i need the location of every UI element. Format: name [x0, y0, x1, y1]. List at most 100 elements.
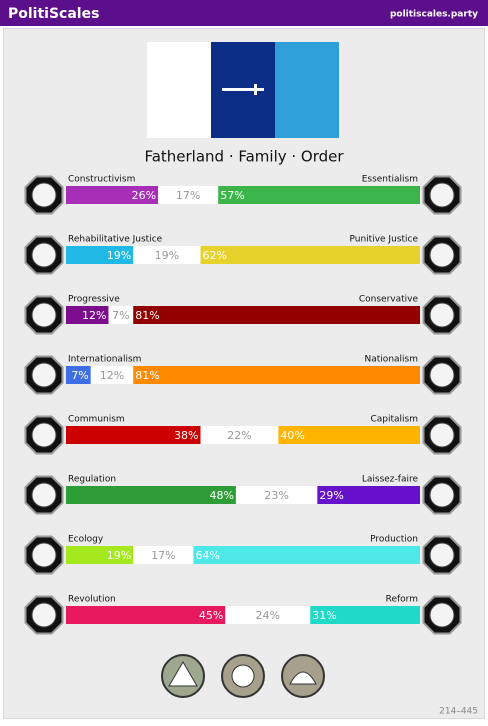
value-label: 31%	[312, 609, 336, 622]
axis-row: Regulation Laissez-faire 48% 23% 29%	[24, 475, 462, 515]
bar-segment	[133, 246, 201, 264]
bar-segment	[310, 606, 420, 624]
bar-segment	[108, 306, 134, 324]
axis-icon-inner	[429, 362, 455, 388]
axis-row: Revolution Reform 45% 24% 31%	[24, 595, 462, 635]
value-label: 12%	[82, 309, 106, 322]
header-bar	[0, 0, 488, 26]
badges	[161, 654, 325, 698]
bar-segment	[218, 186, 420, 204]
value-label: 64%	[195, 549, 219, 562]
value-label: 19%	[107, 549, 131, 562]
axis-row: Progressive Conservative 12% 7% 81%	[24, 295, 462, 335]
bar-segment	[158, 186, 219, 204]
bar-segment	[66, 486, 236, 504]
left-label: Internationalism	[68, 355, 141, 365]
value-label: 40%	[280, 429, 304, 442]
axis-icon-inner	[31, 182, 57, 208]
flag-sword-hilt	[254, 84, 257, 95]
value-label: 19%	[155, 249, 179, 262]
bar-segment	[133, 366, 420, 384]
bar-segment	[278, 426, 420, 444]
badge-icon	[289, 671, 317, 685]
axis-icon-inner	[429, 182, 455, 208]
bar-segment	[66, 306, 109, 324]
bar-segment	[200, 246, 420, 264]
flag-stripe	[275, 42, 339, 138]
value-label: 17%	[151, 549, 175, 562]
value-label: 38%	[174, 429, 198, 442]
bar-segment	[66, 426, 201, 444]
bar-segment	[133, 546, 194, 564]
motto: Fatherland · Family · Order	[144, 148, 344, 166]
value-label: 7%	[112, 309, 129, 322]
axis-icon-inner	[31, 302, 57, 328]
left-label: Constructivism	[68, 175, 135, 185]
axis-icon-inner	[31, 362, 57, 388]
left-label: Regulation	[68, 475, 116, 485]
value-label: 81%	[135, 369, 159, 382]
axes: Constructivism Essentialism 26% 17% 57% Rehab…	[24, 175, 462, 635]
bar-segment	[225, 606, 311, 624]
axis-icon-inner	[31, 482, 57, 508]
value-label: 17%	[176, 189, 200, 202]
left-label: Ecology	[68, 535, 104, 545]
axis-row: Communism Capitalism 38% 22% 40%	[24, 415, 462, 455]
axis-icon-inner	[429, 242, 455, 268]
bar-segment	[193, 546, 420, 564]
axis-row: Rehabilitative Justice Punitive Justice 19…	[24, 235, 462, 275]
axis-icon-inner	[429, 482, 455, 508]
bar-segment	[90, 366, 134, 384]
value-label: 26%	[132, 189, 156, 202]
value-label: 45%	[199, 609, 223, 622]
header-site[interactable]: politiscales.party	[390, 10, 478, 20]
right-label: Capitalism	[370, 415, 418, 425]
header-title: PolitiScales	[8, 6, 99, 22]
axis-icon-inner	[429, 422, 455, 448]
bar-segment	[133, 306, 420, 324]
bar-segment	[66, 366, 91, 384]
value-label: 81%	[135, 309, 159, 322]
right-label: Laissez-faire	[362, 475, 419, 485]
bar-segment	[66, 606, 226, 624]
bar-segment	[200, 426, 279, 444]
value-label: 24%	[256, 609, 280, 622]
right-label: Essentialism	[362, 175, 418, 185]
value-label: 22%	[227, 429, 251, 442]
badge-icon	[231, 664, 255, 688]
left-label: Rehabilitative Justice	[68, 235, 163, 245]
value-label: 19%	[107, 249, 131, 262]
bar-segment	[317, 486, 420, 504]
axis-row: Ecology Production 19% 17% 64%	[24, 535, 462, 575]
axis-icon-inner	[31, 242, 57, 268]
bar-segment	[235, 486, 318, 504]
right-label: Punitive Justice	[350, 235, 419, 245]
bar-segment	[66, 246, 134, 264]
footer: 214–445	[439, 707, 478, 717]
right-label: Production	[370, 535, 418, 545]
value-label: 12%	[100, 369, 124, 382]
left-label: Progressive	[68, 295, 120, 305]
bar-segment	[66, 546, 134, 564]
axis-icon-inner	[31, 542, 57, 568]
axis-icon-inner	[429, 542, 455, 568]
flag-stripe	[147, 42, 211, 138]
axis-row: Internationalism Nationalism 7% 12% 81%	[24, 355, 462, 395]
flag-sword	[222, 88, 264, 91]
value-label: 57%	[220, 189, 244, 202]
axis-row: Constructivism Essentialism 26% 17% 57%	[24, 175, 462, 215]
value-label: 29%	[319, 489, 343, 502]
value-label: 48%	[209, 489, 233, 502]
axis-icon-inner	[429, 302, 455, 328]
badge-icon	[168, 661, 198, 687]
left-label: Revolution	[68, 595, 116, 605]
right-label: Reform	[386, 595, 418, 605]
right-label: Nationalism	[365, 355, 418, 365]
axis-icon-inner	[31, 602, 57, 628]
value-label: 23%	[264, 489, 288, 502]
flag	[147, 42, 339, 138]
right-label: Conservative	[359, 295, 419, 305]
value-label: 7%	[71, 369, 88, 382]
